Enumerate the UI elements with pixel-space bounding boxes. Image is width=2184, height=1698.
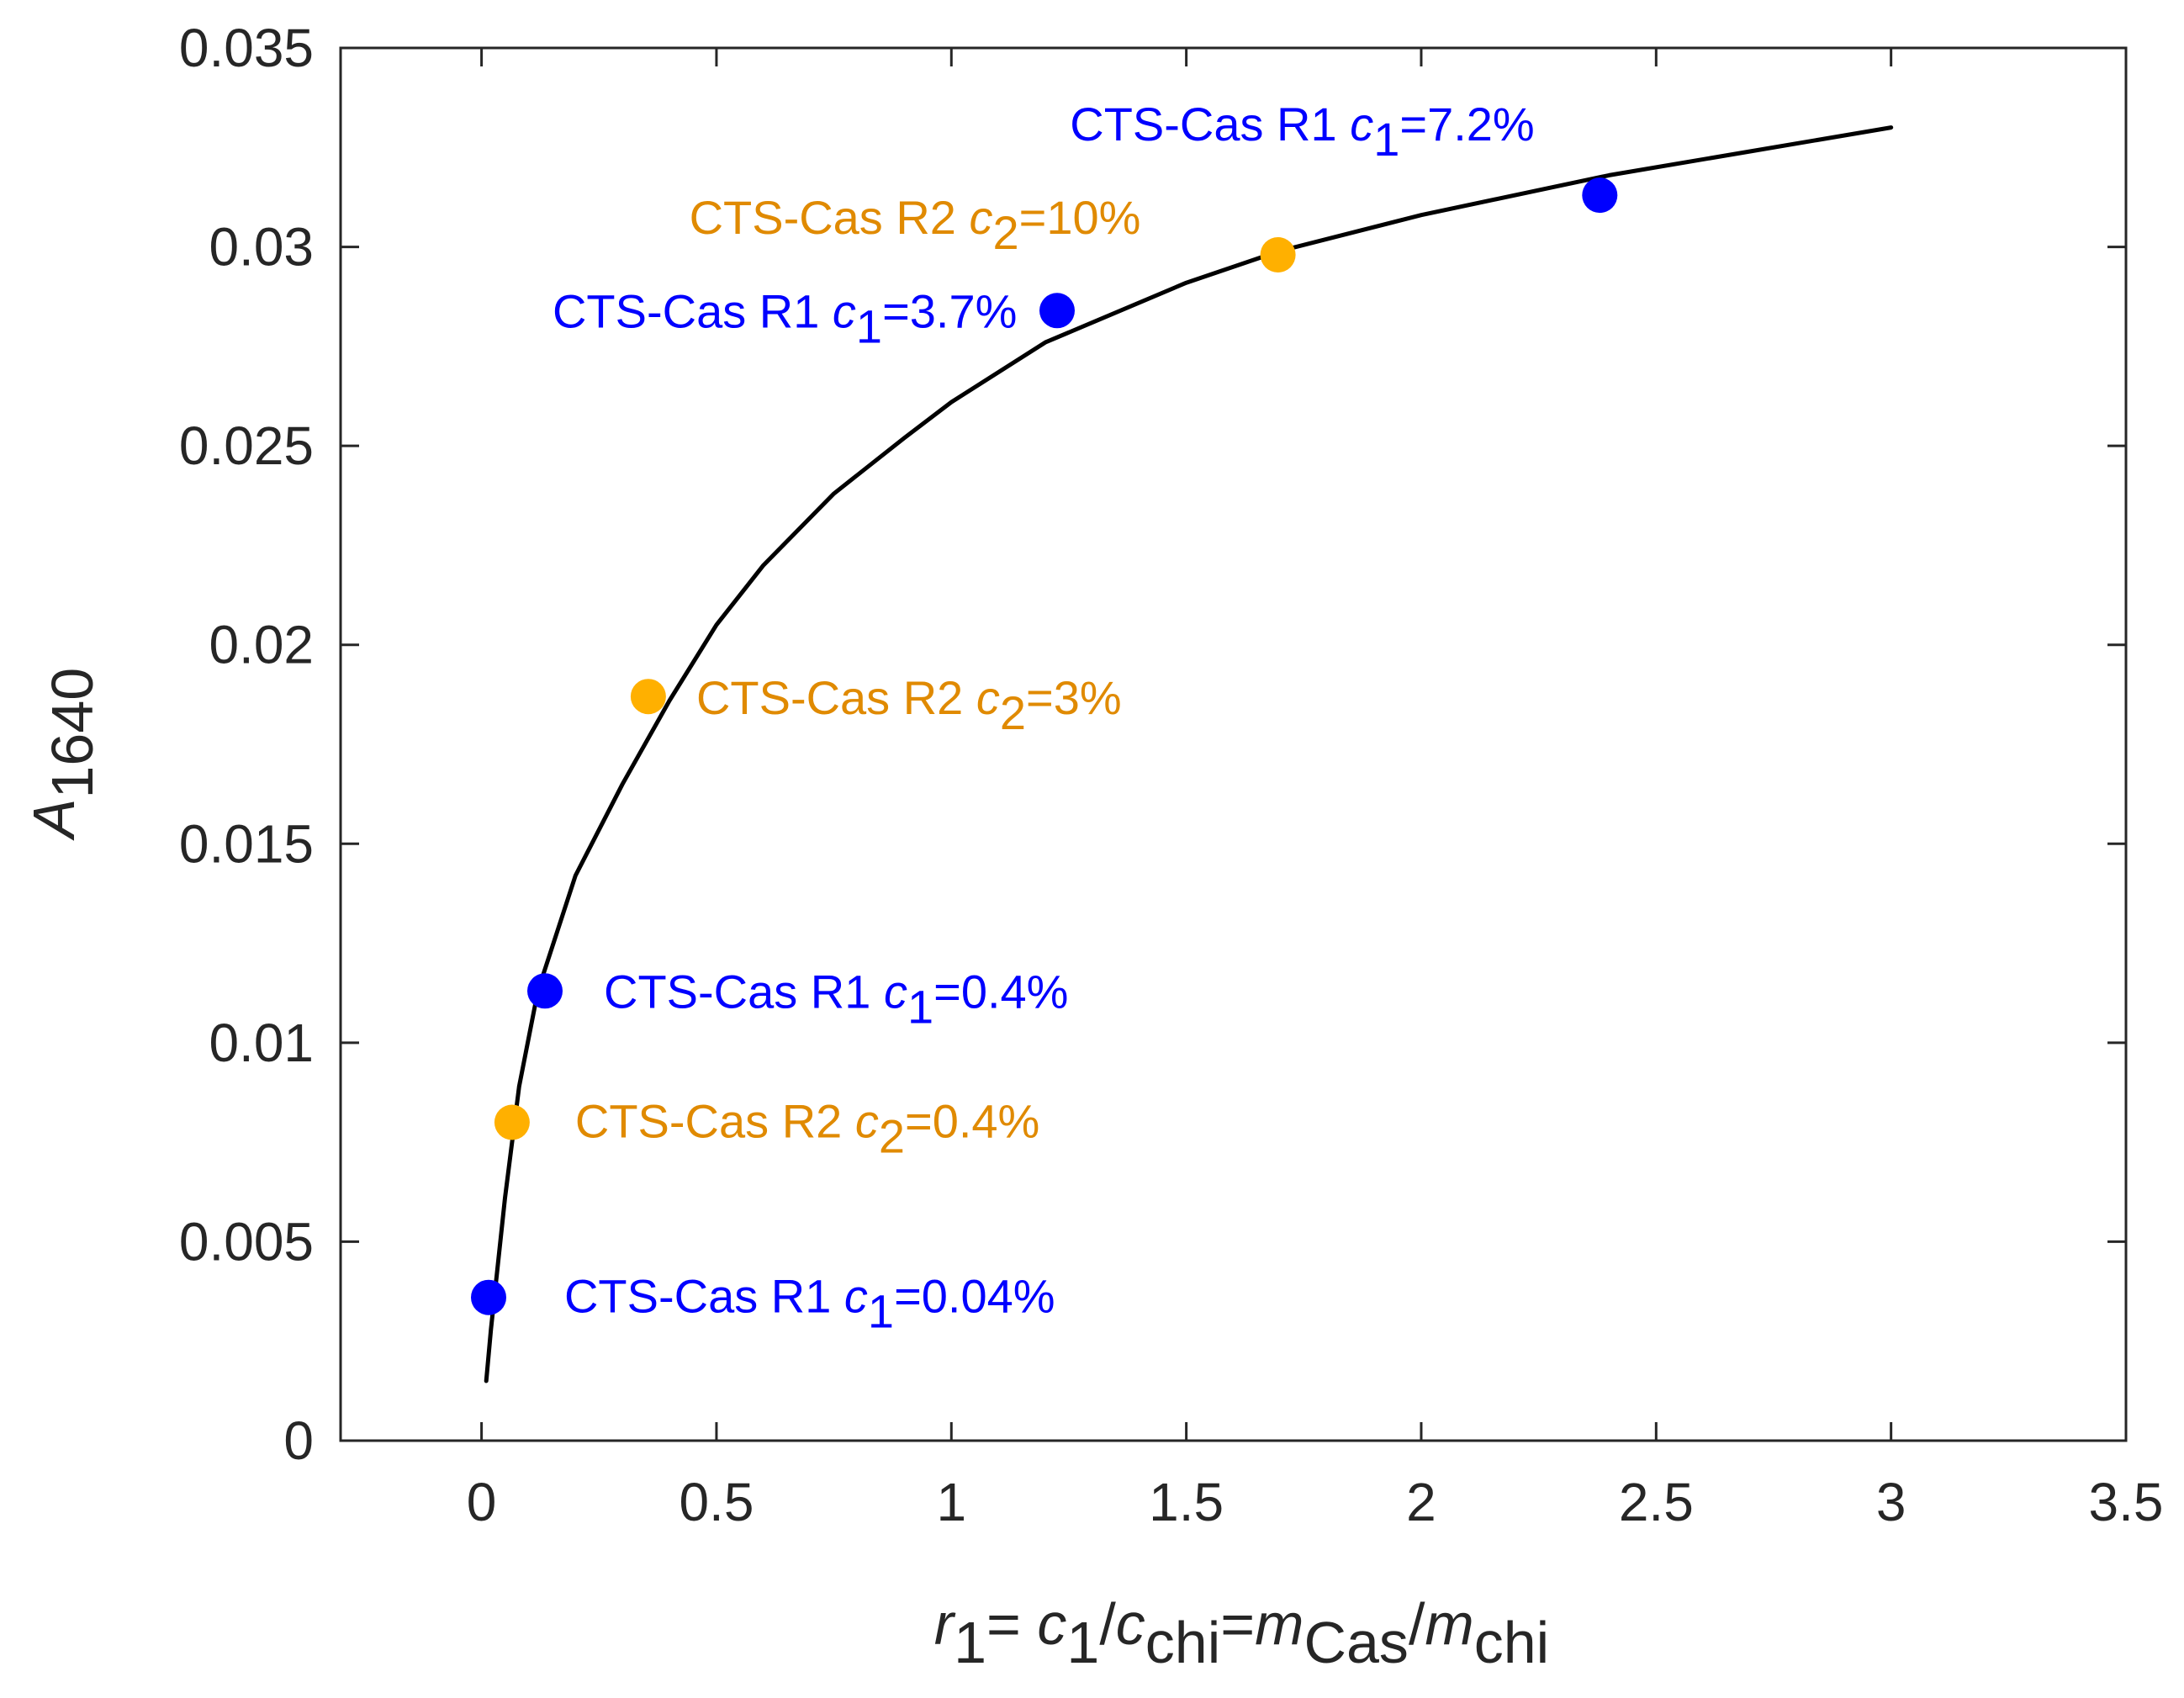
y-tick-label: 0.025 xyxy=(179,415,314,476)
data-label-2-3: CTS-Cas R2 c2=10% xyxy=(690,191,1141,259)
data-label-1-4: CTS-Cas R1 c1=7.2% xyxy=(1070,98,1534,166)
x-tick-label: 3.5 xyxy=(2089,1472,2164,1532)
x-tick-label: 2.5 xyxy=(1619,1472,1694,1532)
series-2 xyxy=(494,237,1296,1140)
y-tick-label: 0.01 xyxy=(209,1013,314,1073)
data-point-2-3 xyxy=(1260,237,1296,272)
series-1 xyxy=(471,177,1618,1315)
axes-box xyxy=(339,46,2128,1442)
fit-curve xyxy=(484,125,1894,1383)
labels: CTS-Cas R1 c1=0.04% CTS-Cas R1 c1=0.4% CTS… xyxy=(553,98,1535,1338)
data-label-1-3: CTS-Cas R1 c1=3.7% xyxy=(553,284,1017,352)
x-tick-label: 1.5 xyxy=(1149,1472,1224,1532)
data-point-1-3 xyxy=(1039,293,1075,329)
data-point-1-4 xyxy=(1582,177,1618,214)
x-tick-label: 0.5 xyxy=(679,1472,754,1532)
y-tick-label: 0.005 xyxy=(179,1211,314,1272)
y-tick-label: 0.035 xyxy=(179,18,314,78)
y-tick-label: 0 xyxy=(283,1410,314,1471)
y-axis-title: A1640 xyxy=(21,668,105,841)
data-label-2-2: CTS-Cas R2 c2=3% xyxy=(696,671,1122,739)
data-point-2-2 xyxy=(630,679,666,715)
data-point-1-2 xyxy=(527,973,563,1009)
data-point-2-1 xyxy=(494,1104,530,1140)
y-tick-label: 0.03 xyxy=(209,217,314,278)
x-tick-label: 3 xyxy=(1876,1472,1906,1532)
y-tick-label: 0.015 xyxy=(179,813,314,874)
x-tick-label: 2 xyxy=(1406,1472,1436,1532)
data-label-1-1: CTS-Cas R1 c1=0.04% xyxy=(564,1270,1055,1338)
data-label-2-1: CTS-Cas R2 c2=0.4% xyxy=(575,1094,1039,1162)
x-tick-label: 1 xyxy=(936,1472,966,1532)
plot-area xyxy=(471,125,1894,1383)
data-point-1-1 xyxy=(471,1279,506,1315)
x-axis-title: r1= c1/cchi=mCas/mchi xyxy=(934,1591,1549,1675)
y-tick-label: 0.02 xyxy=(209,615,314,675)
data-label-1-2: CTS-Cas R1 c1=0.4% xyxy=(604,965,1068,1033)
axes: 0 0.5 1 1.5 2 2.5 3 3.5 0 0.005 0.01 0.015 0.02 0.025… xyxy=(21,18,2163,1675)
x-tick-label: 0 xyxy=(467,1472,497,1532)
